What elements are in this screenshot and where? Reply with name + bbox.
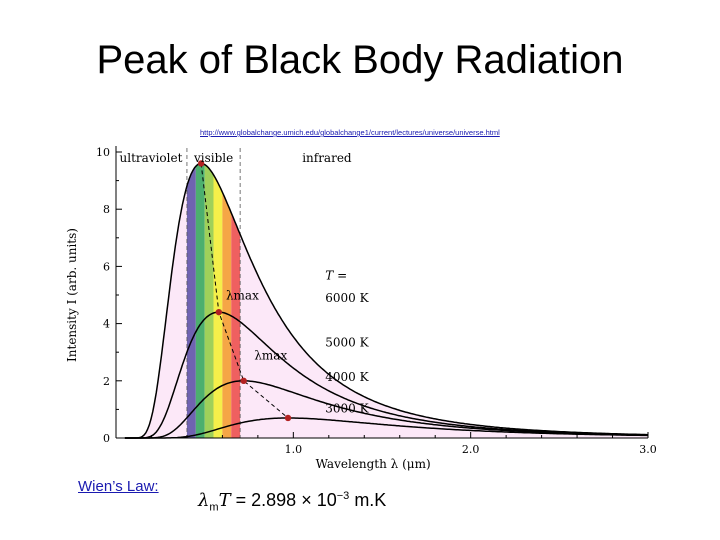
plot-background xyxy=(124,163,648,438)
y-tick-label: 8 xyxy=(103,203,110,216)
spectrum-band xyxy=(186,166,196,438)
formula-lambda: λ xyxy=(198,490,210,511)
lambda-max-label: λmax xyxy=(226,288,259,302)
x-tick-label: 1.0 xyxy=(285,443,303,456)
chart-labels: 0 2 4 6 8 10 1.0 2.0 3.0 Wavelength λ (μm) Intensi… xyxy=(65,146,656,471)
temperature-label: 3000 K xyxy=(325,401,369,415)
temperature-label: 4000 K xyxy=(325,370,369,384)
axes xyxy=(115,146,649,439)
curve-6000-k xyxy=(124,162,648,439)
curve-3000-k xyxy=(124,417,648,439)
slide-title: Peak of Black Body Radiation xyxy=(96,38,624,82)
formula-unit: m.K xyxy=(354,490,387,510)
x-tick-label: 2.0 xyxy=(462,443,480,456)
y-axis-label: Intensity I (arb. units) xyxy=(65,228,79,362)
y-tick-label: 4 xyxy=(103,318,110,331)
spectrum-band xyxy=(231,212,241,438)
peak-locus xyxy=(197,160,292,422)
x-axis-label: Wavelength λ (μm) xyxy=(316,457,431,471)
y-tick-label: 2 xyxy=(103,375,110,388)
under-curve-fill xyxy=(124,163,648,438)
curve-4000-k xyxy=(124,380,648,439)
region-label: infrared xyxy=(302,151,352,165)
peak-marker xyxy=(240,377,247,384)
y-tick-label: 10 xyxy=(96,146,110,159)
region-label: visible xyxy=(193,151,233,165)
peak-marker xyxy=(284,414,292,422)
formula-exponent: −3 xyxy=(336,490,350,502)
blackbody-chart: 0 2 4 6 8 10 1.0 2.0 3.0 Wavelength λ (μm) Intensi… xyxy=(65,146,656,471)
lambda-max-label: λmax xyxy=(254,348,287,362)
x-tick-label: 3.0 xyxy=(639,443,656,456)
formula-variable: T xyxy=(218,490,231,511)
spectrum-band xyxy=(204,164,214,438)
blackbody-curves xyxy=(124,162,648,439)
temperature-label: 6000 K xyxy=(325,291,369,305)
formula-times: × 10 xyxy=(301,490,337,510)
formula-subscript: m xyxy=(209,501,219,514)
y-tick-label: 6 xyxy=(103,260,110,273)
spectrum-band xyxy=(222,192,232,438)
formula-value: = 2.898 xyxy=(235,490,297,510)
wiens-law-formula: λmT = 2.898 × 10−3 m.K xyxy=(198,490,386,514)
wiens-law-link[interactable]: Wien’s Law: xyxy=(78,478,159,495)
region-label: ultraviolet xyxy=(120,151,183,165)
region-boundaries xyxy=(186,148,241,438)
peak-marker xyxy=(197,160,205,167)
spectrum-band xyxy=(195,163,205,438)
peak-marker xyxy=(215,308,223,316)
legend-title: T = xyxy=(325,268,347,282)
temperature-label: 5000 K xyxy=(325,335,369,349)
source-link[interactable]: http://www.globalchange.umich.edu/global… xyxy=(200,128,500,137)
y-tick-label: 0 xyxy=(103,432,110,445)
